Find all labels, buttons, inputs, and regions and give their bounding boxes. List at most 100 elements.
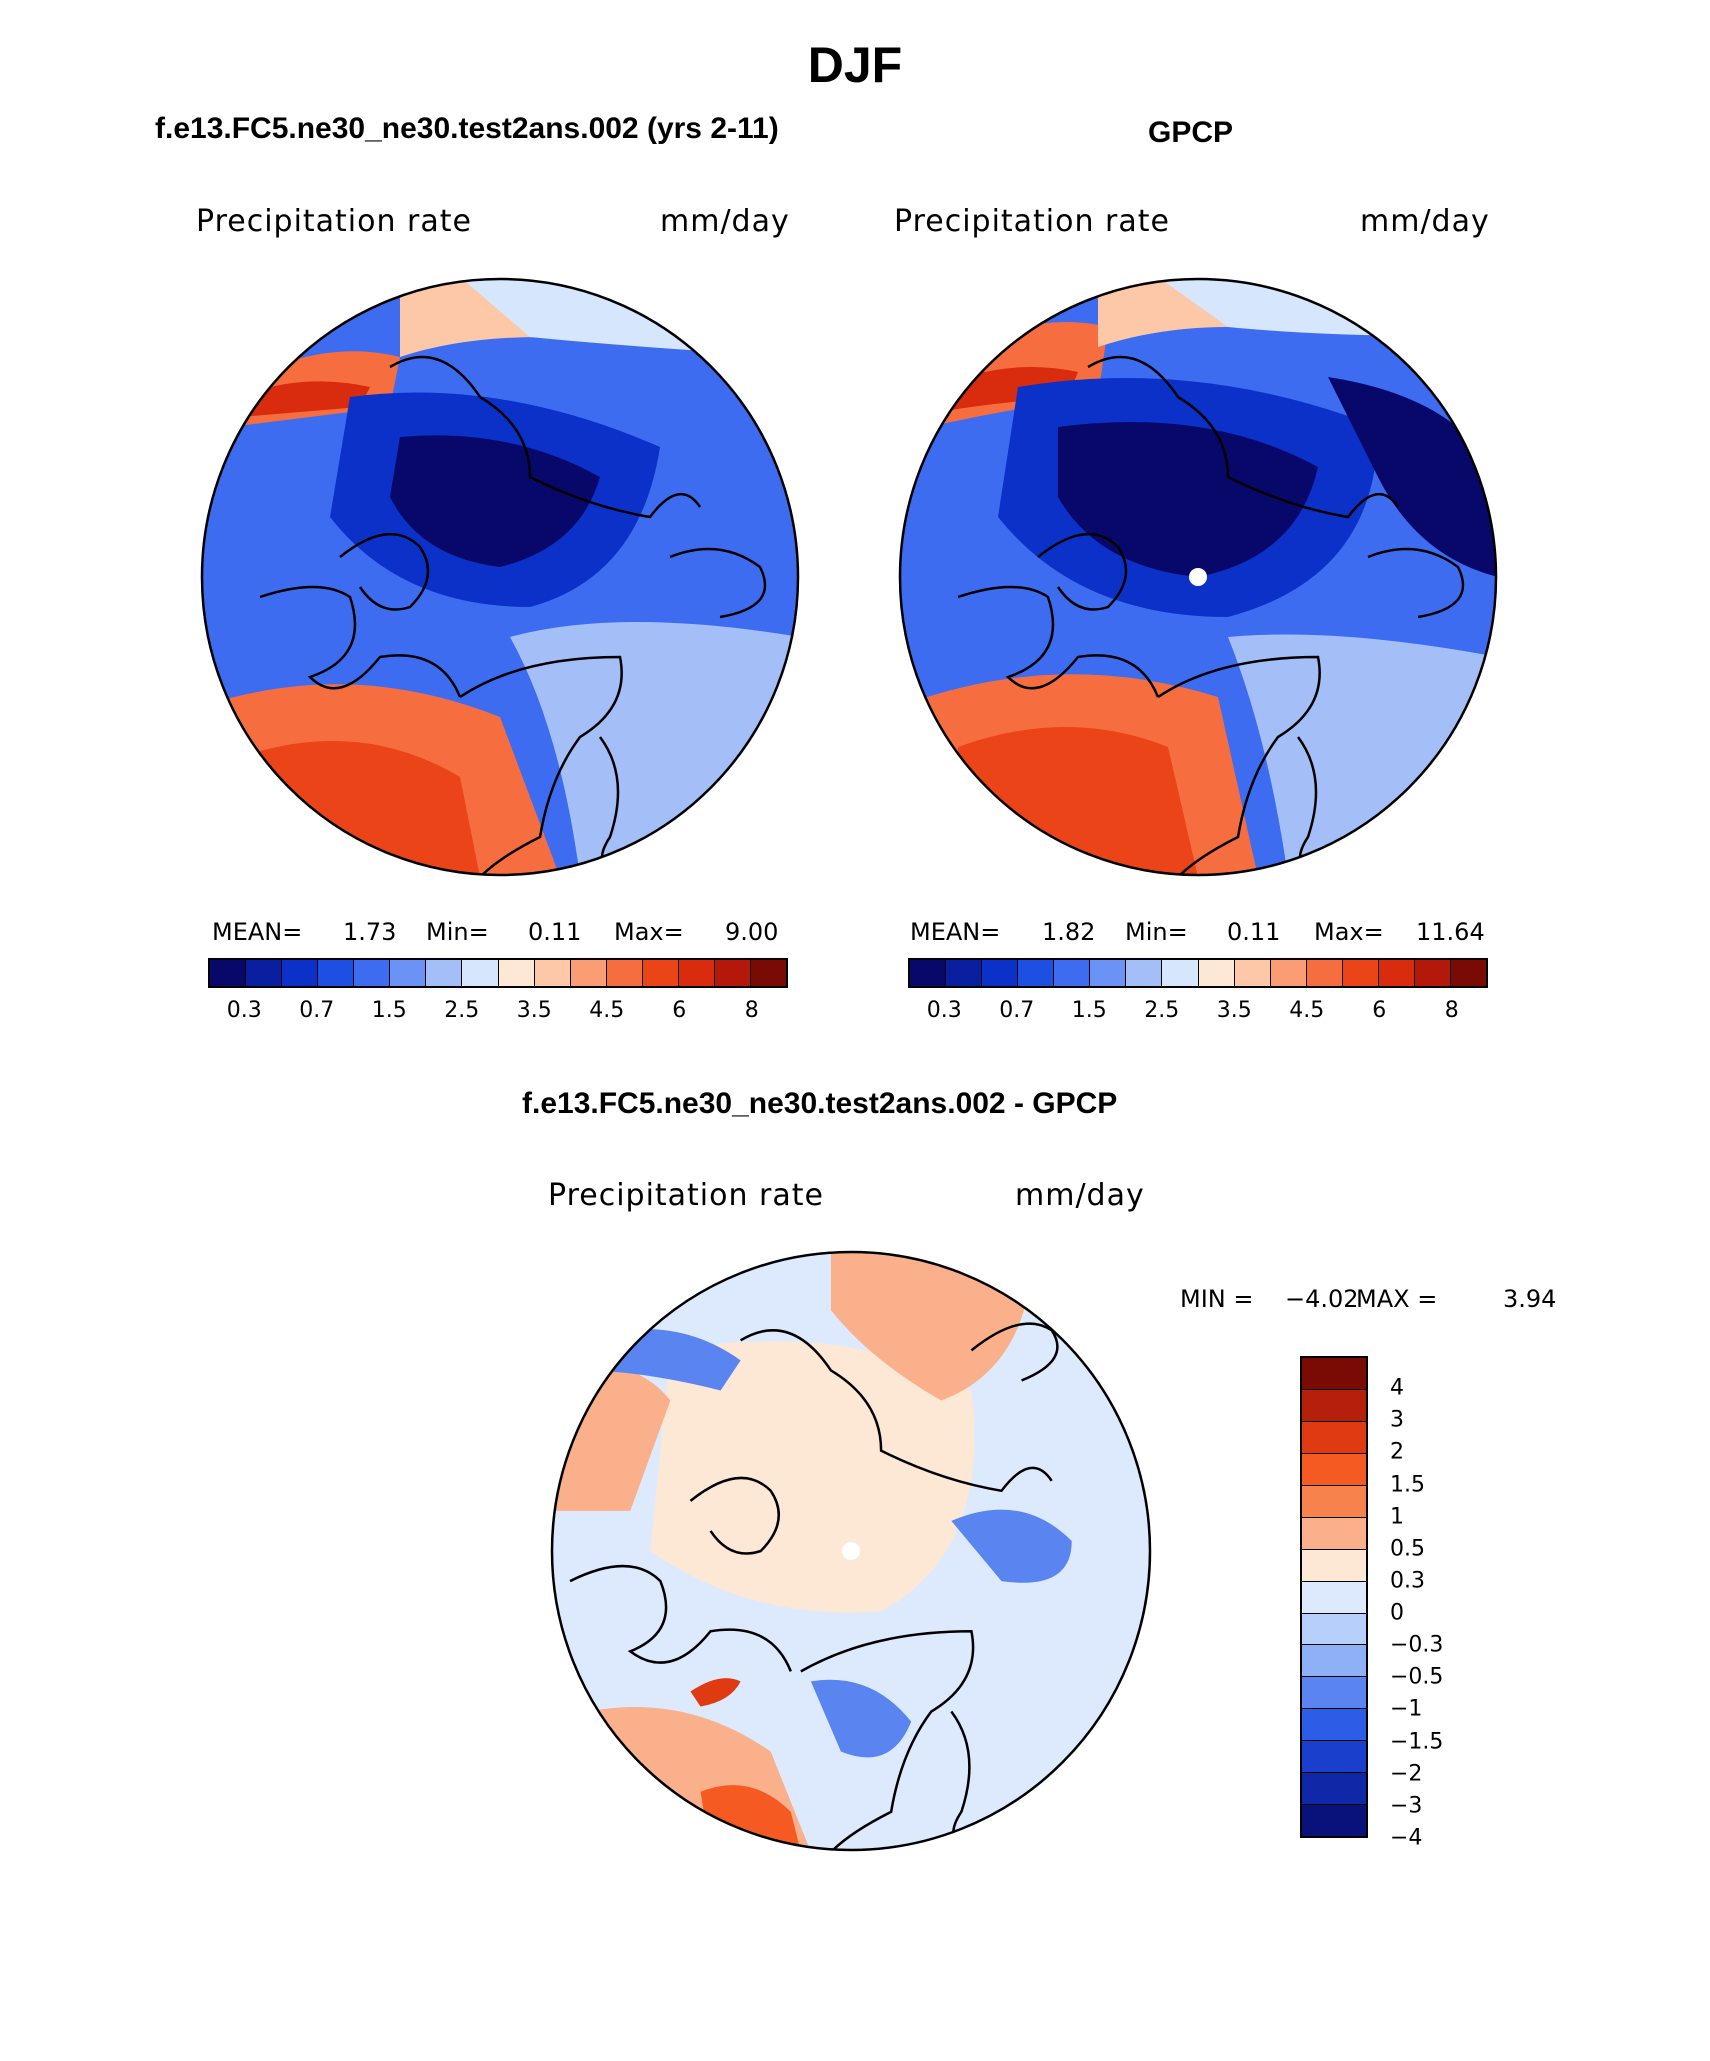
- colorbar-swatch: [1302, 1709, 1366, 1742]
- colorbar-swatch: [1198, 960, 1235, 986]
- map-boundary: [898, 277, 1498, 877]
- map-region-pacific-core: [240, 381, 370, 417]
- pole-marker: [841, 1541, 861, 1561]
- map-region-atlantic-core: [958, 727, 1198, 875]
- colorbar-swatch: [1302, 1805, 1366, 1837]
- colorbar-swatch: [462, 960, 499, 986]
- colorbar-tick-label: 3.5: [1216, 998, 1252, 1023]
- model-mean-value: 1.73: [343, 918, 397, 946]
- map-boundary: [200, 277, 800, 877]
- colorbar-tick-label: 3.5: [516, 998, 552, 1023]
- colorbar-swatch: [1126, 960, 1163, 986]
- diff-min-label: MIN =: [1180, 1285, 1254, 1313]
- map-boundary: [550, 1250, 1152, 1852]
- colorbar-swatch: [1302, 1517, 1366, 1550]
- colorbar-swatch: [1302, 1485, 1366, 1518]
- colorbar-swatch: [1302, 1421, 1366, 1454]
- colorbar-tick-label: 0.3: [226, 998, 262, 1023]
- model-colorbar: [208, 958, 788, 988]
- diff-max-label: MAX =: [1356, 1285, 1438, 1313]
- colorbar-swatch: [642, 960, 679, 986]
- obs-max-label: Max=: [1314, 918, 1384, 946]
- obs-panel-title: GPCP: [1148, 116, 1234, 149]
- obs-polar-map: [898, 277, 1498, 877]
- obs-units-label: mm/day: [1360, 204, 1490, 239]
- diff-max-value: 3.94: [1503, 1285, 1557, 1313]
- colorbar-tick-label: −0.5: [1390, 1664, 1444, 1690]
- colorbar-tick-label: −2: [1390, 1761, 1423, 1787]
- model-min-value: 0.11: [528, 918, 582, 946]
- colorbar-swatch: [1302, 1358, 1366, 1390]
- colorbar-swatch: [1414, 960, 1451, 986]
- model-mean-label: MEAN=: [212, 918, 303, 946]
- colorbar-swatch: [1342, 960, 1379, 986]
- map-region-arctic-driest: [1058, 422, 1318, 577]
- colorbar-swatch: [750, 960, 786, 986]
- colorbar-swatch: [1302, 1581, 1366, 1614]
- obs-mean-label: MEAN=: [910, 918, 1001, 946]
- map-region-arctic-driest: [390, 435, 600, 567]
- colorbar-swatch: [1450, 960, 1486, 986]
- colorbar-tick-label: 0.7: [999, 998, 1035, 1023]
- colorbar-tick-label: 1.5: [1390, 1472, 1425, 1498]
- colorbar-swatch: [1306, 960, 1343, 986]
- model-max-label: Max=: [614, 918, 684, 946]
- colorbar-tick-label: −4: [1390, 1825, 1423, 1851]
- colorbar-swatch: [1090, 960, 1127, 986]
- colorbar-tick-label: 8: [744, 998, 759, 1023]
- colorbar-swatch: [390, 960, 427, 986]
- colorbar-tick-label: 0.3: [1390, 1568, 1425, 1594]
- colorbar-tick-label: 8: [1444, 998, 1459, 1023]
- colorbar-tick-label: 0: [1390, 1600, 1404, 1626]
- colorbar-tick-label: 4.5: [1289, 998, 1325, 1023]
- obs-min-value: 0.11: [1227, 918, 1281, 946]
- colorbar-tick-label: 6: [1372, 998, 1387, 1023]
- colorbar-swatch: [910, 960, 947, 986]
- colorbar-swatch: [1302, 1613, 1366, 1646]
- obs-variable-label: Precipitation rate: [894, 204, 1170, 239]
- colorbar-swatch: [606, 960, 643, 986]
- colorbar-swatch: [946, 960, 983, 986]
- colorbar-swatch: [714, 960, 751, 986]
- colorbar-swatch: [534, 960, 571, 986]
- colorbar-swatch: [678, 960, 715, 986]
- colorbar-swatch: [498, 960, 535, 986]
- model-units-label: mm/day: [660, 204, 790, 239]
- coastlines: [569, 1322, 1059, 1850]
- colorbar-tick-label: 0.7: [299, 998, 335, 1023]
- colorbar-tick-label: 2: [1390, 1439, 1404, 1465]
- colorbar-tick-label: −1.5: [1390, 1729, 1444, 1755]
- colorbar-swatch: [318, 960, 355, 986]
- map-region-norway-negative: [810, 1679, 912, 1758]
- diff-units-label: mm/day: [1015, 1178, 1145, 1213]
- colorbar-tick-label: 0.5: [1390, 1536, 1425, 1562]
- map-region-east-negative: [951, 1509, 1072, 1583]
- model-polar-map: [200, 277, 800, 877]
- map-region-siberia-positive: [830, 1252, 1032, 1401]
- colorbar-swatch: [1302, 1773, 1366, 1806]
- colorbar-tick-label: −1: [1390, 1696, 1423, 1722]
- colorbar-tick-label: 4.5: [589, 998, 625, 1023]
- model-max-value: 9.00: [725, 918, 779, 946]
- colorbar-tick-label: 1.5: [371, 998, 407, 1023]
- diff-colorbar: [1300, 1356, 1368, 1838]
- coastlines: [957, 355, 1465, 875]
- colorbar-swatch: [354, 960, 391, 986]
- colorbar-swatch: [1302, 1389, 1366, 1422]
- obs-colorbar: [908, 958, 1488, 988]
- colorbar-tick-label: 1: [1390, 1504, 1404, 1530]
- colorbar-swatch: [1302, 1645, 1366, 1678]
- diff-panel-title: f.e13.FC5.ne30_ne30.test2ans.002 - GPCP: [522, 1087, 1118, 1120]
- colorbar-swatch: [982, 960, 1019, 986]
- colorbar-tick-label: 1.5: [1071, 998, 1107, 1023]
- colorbar-tick-label: −0.3: [1390, 1632, 1444, 1658]
- colorbar-swatch: [1302, 1677, 1366, 1710]
- model-variable-label: Precipitation rate: [196, 204, 472, 239]
- colorbar-tick-label: 0.3: [926, 998, 962, 1023]
- colorbar-swatch: [246, 960, 283, 986]
- diff-min-value: −4.02: [1285, 1285, 1359, 1313]
- colorbar-tick-label: −3: [1390, 1793, 1423, 1819]
- colorbar-swatch: [1302, 1741, 1366, 1774]
- colorbar-swatch: [1054, 960, 1091, 986]
- colorbar-swatch: [1162, 960, 1199, 986]
